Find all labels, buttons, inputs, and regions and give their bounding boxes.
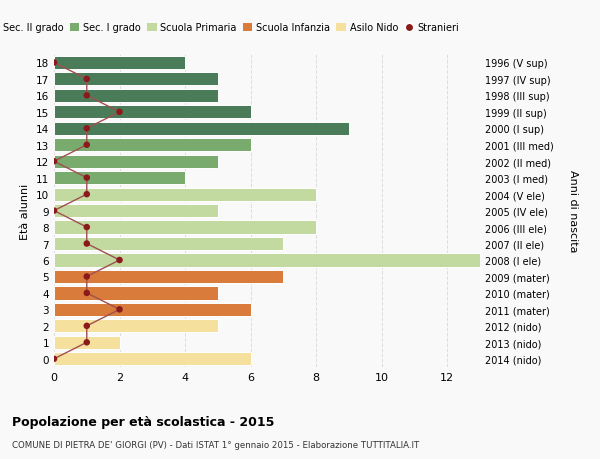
Point xyxy=(115,257,124,264)
Point xyxy=(49,158,59,166)
Bar xyxy=(54,188,316,202)
Point xyxy=(82,125,92,133)
Bar xyxy=(54,155,218,168)
Bar xyxy=(54,353,251,365)
Bar xyxy=(54,90,218,103)
Y-axis label: Età alunni: Età alunni xyxy=(20,183,31,239)
Bar xyxy=(54,319,218,333)
Text: COMUNE DI PIETRA DE' GIORGI (PV) - Dati ISTAT 1° gennaio 2015 - Elaborazione TUT: COMUNE DI PIETRA DE' GIORGI (PV) - Dati … xyxy=(12,440,419,449)
Point xyxy=(82,273,92,280)
Bar xyxy=(54,270,283,283)
Point xyxy=(82,76,92,84)
Bar xyxy=(54,303,251,316)
Bar xyxy=(54,221,316,234)
Point xyxy=(82,224,92,231)
Point xyxy=(49,355,59,363)
Bar xyxy=(54,57,185,70)
Bar xyxy=(54,287,218,300)
Bar xyxy=(54,106,251,119)
Point xyxy=(82,191,92,198)
Point xyxy=(49,60,59,67)
Text: Popolazione per età scolastica - 2015: Popolazione per età scolastica - 2015 xyxy=(12,415,274,428)
Bar xyxy=(54,123,349,135)
Bar xyxy=(54,254,480,267)
Point xyxy=(115,306,124,313)
Bar xyxy=(54,336,119,349)
Point xyxy=(82,290,92,297)
Bar xyxy=(54,73,218,86)
Y-axis label: Anni di nascita: Anni di nascita xyxy=(568,170,577,252)
Bar xyxy=(54,139,251,152)
Bar xyxy=(54,205,218,218)
Point xyxy=(82,339,92,346)
Bar xyxy=(54,172,185,185)
Legend: Sec. II grado, Sec. I grado, Scuola Primaria, Scuola Infanzia, Asilo Nido, Stran: Sec. II grado, Sec. I grado, Scuola Prim… xyxy=(0,19,463,37)
Point xyxy=(82,241,92,248)
Bar xyxy=(54,237,283,251)
Point xyxy=(82,323,92,330)
Point xyxy=(49,207,59,215)
Point xyxy=(115,109,124,116)
Point xyxy=(82,174,92,182)
Point xyxy=(82,142,92,149)
Point xyxy=(82,92,92,100)
